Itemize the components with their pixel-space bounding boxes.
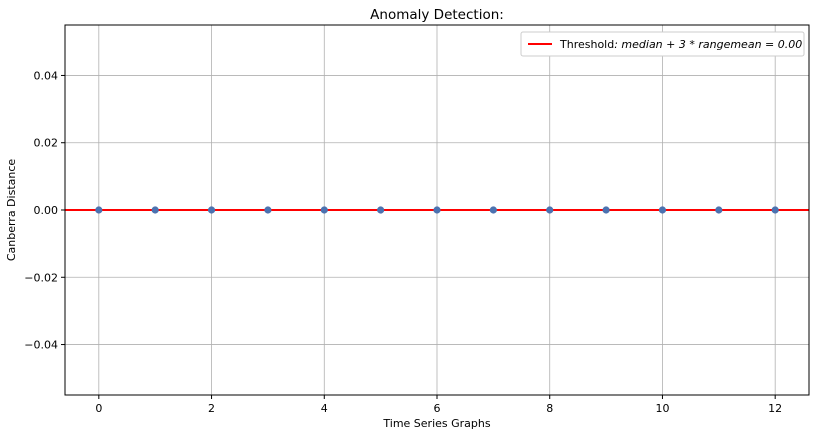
data-point xyxy=(151,206,159,214)
x-tick-label: 4 xyxy=(321,402,328,415)
data-point xyxy=(771,206,779,214)
y-tick-label: 0.00 xyxy=(34,204,59,217)
data-point xyxy=(658,206,667,214)
y-axis-label: Canberra Distance xyxy=(5,159,18,262)
data-point xyxy=(715,206,723,214)
data-point xyxy=(207,206,216,214)
x-ticks: 0 2 4 6 8 10 12 xyxy=(95,395,782,415)
legend-box xyxy=(520,31,805,57)
data-points xyxy=(95,206,779,214)
x-tick-label: 10 xyxy=(655,402,669,415)
data-point xyxy=(95,206,103,214)
x-tick-label: 2 xyxy=(208,402,215,415)
x-tick-label: 0 xyxy=(95,402,102,415)
legend-label: Threshold: median + 3 * rangemean = 0.00 xyxy=(559,38,802,51)
data-point xyxy=(602,206,610,214)
data-point xyxy=(489,206,497,214)
legend: Threshold: median + 3 * rangemean = 0.00 xyxy=(520,31,805,57)
x-axis-label: Time Series Graphs xyxy=(382,417,490,430)
legend-label-prefix: Threshold xyxy=(559,38,614,51)
x-tick-label: 8 xyxy=(546,402,553,415)
plot-frame xyxy=(64,24,810,396)
data-point xyxy=(433,206,441,214)
data-point xyxy=(377,206,385,214)
y-ticks: −0.04 −0.02 0.00 0.02 0.04 xyxy=(24,69,65,352)
x-tick-label: 12 xyxy=(768,402,782,415)
x-tick-label: 6 xyxy=(434,402,441,415)
y-tick-label: −0.04 xyxy=(24,339,58,352)
legend-label-formula: : median + 3 * rangemean = 0.00 xyxy=(614,38,802,51)
data-point xyxy=(264,206,272,214)
data-point xyxy=(320,206,328,214)
y-tick-label: 0.04 xyxy=(34,69,59,82)
data-point xyxy=(546,206,554,214)
y-tick-label: 0.02 xyxy=(34,137,59,150)
y-tick-label: −0.02 xyxy=(24,271,58,284)
chart-title: Anomaly Detection: xyxy=(370,7,504,23)
